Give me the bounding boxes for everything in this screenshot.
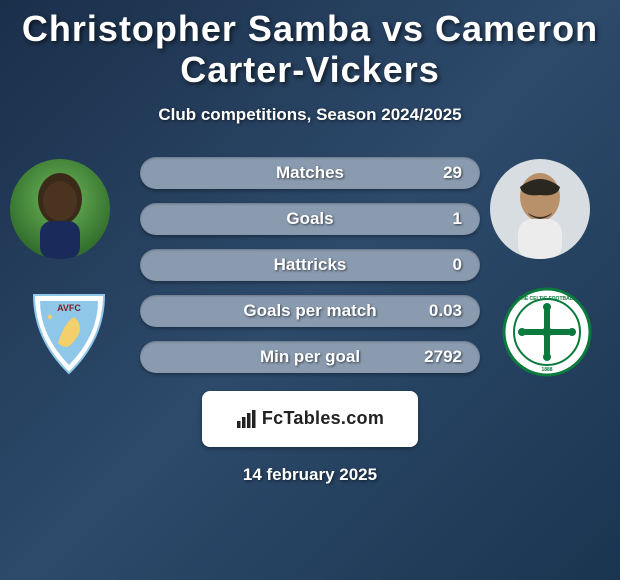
- page-title: Christopher Samba vs Cameron Carter-Vick…: [0, 0, 620, 91]
- svg-text:1888: 1888: [541, 367, 552, 373]
- subtitle: Club competitions, Season 2024/2025: [0, 105, 620, 125]
- source-badge[interactable]: FcTables.com: [202, 391, 418, 447]
- club-crest-left: AVFC: [30, 287, 108, 377]
- stat-value: 1: [453, 209, 462, 229]
- stat-row: Hattricks 0: [140, 249, 480, 281]
- svg-text:THE CELTIC FOOTBALL: THE CELTIC FOOTBALL: [518, 296, 576, 302]
- stat-value: 0.03: [429, 301, 462, 321]
- stat-value: 0: [453, 255, 462, 275]
- stat-row: Goals per match 0.03: [140, 295, 480, 327]
- stat-label: Matches: [276, 163, 344, 183]
- stat-label: Min per goal: [260, 347, 360, 367]
- date-text: 14 february 2025: [0, 465, 620, 485]
- stat-row: Min per goal 2792: [140, 341, 480, 373]
- player-right-avatar: [490, 159, 590, 259]
- stat-value: 29: [443, 163, 462, 183]
- player-left-avatar: [10, 159, 110, 259]
- stat-value: 2792: [424, 347, 462, 367]
- stats-bars: Matches 29 Goals 1 Hattricks 0 Goals per…: [140, 151, 480, 373]
- stat-label: Goals: [286, 209, 333, 229]
- chart-icon: [236, 409, 256, 429]
- svg-text:AVFC: AVFC: [57, 303, 81, 313]
- stat-row: Goals 1: [140, 203, 480, 235]
- stat-row: Matches 29: [140, 157, 480, 189]
- source-badge-text: FcTables.com: [262, 408, 384, 429]
- stat-label: Hattricks: [274, 255, 347, 275]
- club-crest-right: THE CELTIC FOOTBALL 1888: [502, 287, 592, 377]
- stat-label: Goals per match: [243, 301, 376, 321]
- comparison-panel: AVFC THE CELTIC FOOTBALL 1888 Matches 29: [0, 151, 620, 485]
